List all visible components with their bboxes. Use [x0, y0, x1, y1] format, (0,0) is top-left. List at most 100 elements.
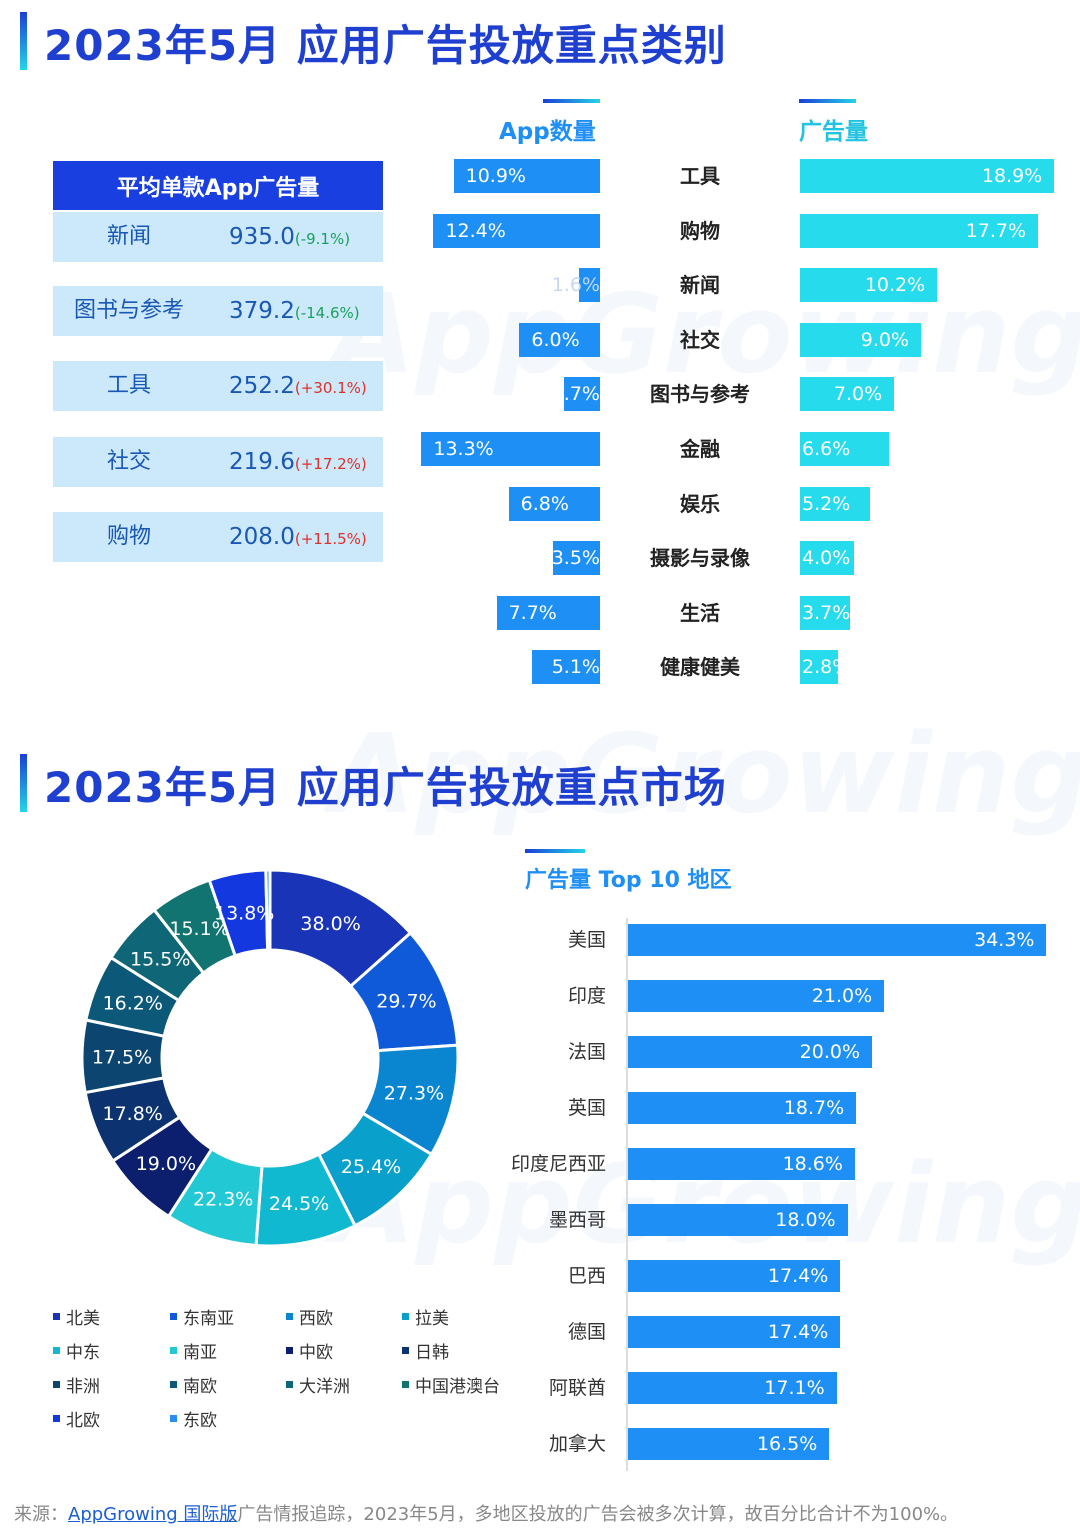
region-label: 美国	[567, 929, 606, 951]
legend-item: 非洲	[53, 1372, 100, 1397]
donut-slice-label: 22.3%	[193, 1188, 253, 1210]
section-accent-bar	[20, 754, 27, 812]
legend-swatch	[402, 1347, 409, 1354]
watermark: AppGrowing	[330, 270, 1080, 398]
section-title-markets: 2023年5月 应用广告投放重点市场	[44, 763, 727, 812]
avg-ad-table-header: 平均单款App广告量	[53, 161, 383, 210]
app-count-bar	[563, 377, 600, 411]
region-value-label: 18.6%	[782, 1153, 843, 1175]
donut-slice-label: 24.5%	[269, 1193, 329, 1215]
legend-item: 中东	[53, 1338, 100, 1363]
category-label: 购物	[680, 219, 720, 243]
legend-label: 北欧	[66, 1411, 100, 1431]
app-count-bar	[433, 214, 600, 248]
category-label: 摄影与录像	[650, 546, 750, 570]
category-label: 生活	[680, 601, 720, 625]
ad-volume-bar	[800, 541, 854, 575]
top10-header-line	[525, 849, 585, 853]
legend-item: 南亚	[170, 1338, 217, 1363]
region-value-label: 21.0%	[811, 985, 873, 1007]
donut-slice-label: 16.2%	[103, 993, 163, 1015]
app-count-label: 13.3%	[433, 438, 494, 460]
ad-volume-label: 2.8%	[802, 656, 851, 678]
avg-table-row: 图书与参考 379.2(-14.6%)	[53, 286, 383, 336]
legend-label: 南亚	[183, 1343, 217, 1363]
legend-swatch	[170, 1313, 177, 1320]
app-count-label: 2.7%	[551, 383, 600, 405]
app-count-label: 3.5%	[551, 547, 600, 569]
region-value-label: 18.0%	[775, 1209, 836, 1231]
ad-volume-bar	[800, 487, 870, 521]
footer-note: 广告情报追踪，2023年5月，多地区投放的广告会被多次计算，故百分比合计不为10…	[237, 1504, 959, 1525]
legend-item: 拉美	[402, 1304, 449, 1329]
avg-row-category: 购物	[106, 524, 151, 549]
app-count-label: 5.1%	[551, 656, 600, 678]
app-count-label: 6.0%	[531, 329, 580, 351]
legend-label: 拉美	[415, 1309, 449, 1329]
legend-label: 中东	[66, 1343, 100, 1363]
legend-label: 东南亚	[183, 1309, 234, 1329]
ad-volume-bar	[800, 214, 1039, 248]
region-bar	[628, 1036, 872, 1068]
legend-swatch	[286, 1381, 293, 1388]
avg-row-value: 219.6(+17.2%)	[229, 449, 367, 475]
legend-item: 北美	[53, 1304, 100, 1329]
section-title-categories: 2023年5月 应用广告投放重点类别	[44, 21, 727, 70]
region-bar	[628, 1148, 855, 1180]
donut-slice-label: 17.8%	[103, 1103, 163, 1125]
category-label: 娱乐	[680, 492, 720, 516]
donut-slice-label: 15.1%	[169, 918, 229, 940]
legend-label: 南欧	[183, 1377, 217, 1397]
donut-slice-label: 38.0%	[300, 913, 360, 935]
region-label: 印度	[567, 985, 606, 1007]
region-bar	[628, 1204, 848, 1236]
ad-volume-bar	[800, 268, 938, 302]
ad-volume-bar	[800, 432, 889, 466]
avg-row-change: (+17.2%)	[294, 455, 367, 473]
region-bar	[628, 1428, 830, 1460]
category-label: 工具	[680, 164, 720, 188]
ad-volume-label: 10.2%	[864, 274, 926, 296]
appgrowing-link[interactable]: AppGrowing 国际版	[68, 1504, 238, 1525]
category-label: 健康健美	[660, 655, 740, 679]
avg-row-category: 工具	[106, 373, 151, 398]
category-label: 金融	[680, 437, 720, 461]
region-bar	[628, 1316, 841, 1348]
app-count-header: App数量	[499, 119, 596, 145]
ad-volume-header: 广告量	[799, 119, 868, 145]
ad-volume-label: 7.0%	[833, 383, 883, 405]
region-value-label: 20.0%	[799, 1041, 860, 1063]
donut-slice-label: 17.5%	[92, 1047, 152, 1069]
region-value-label: 17.4%	[767, 1321, 829, 1343]
region-value-label: 17.4%	[767, 1265, 829, 1287]
legend-label: 中欧	[299, 1343, 333, 1363]
region-label: 德国	[567, 1321, 606, 1343]
app-count-label: 10.9%	[465, 165, 526, 187]
app-count-header-line	[543, 99, 600, 103]
legend-item: 东欧	[170, 1406, 217, 1431]
donut-slice-label: 19.0%	[136, 1153, 196, 1175]
region-donut-chart: 38.0% 29.7% 27.3% 25.4% 24.5% 22.3% 19.0% 17.8%…	[80, 868, 460, 1248]
app-count-label: 6.8%	[520, 493, 569, 515]
donut-slice-label: 25.4%	[341, 1156, 401, 1178]
category-label: 社交	[680, 328, 720, 352]
legend-label: 北美	[66, 1309, 100, 1329]
legend-item: 大洋洲	[286, 1372, 350, 1397]
legend-swatch	[53, 1347, 60, 1354]
legend-label: 西欧	[299, 1309, 333, 1329]
top10-chart-title: 广告量 Top 10 地区	[525, 868, 732, 893]
legend-item: 中国港澳台	[402, 1372, 500, 1397]
legend-swatch	[53, 1415, 60, 1422]
avg-table-row: 工具 252.2(+30.1%)	[53, 361, 383, 411]
ad-volume-bar	[800, 377, 895, 411]
legend-swatch	[402, 1381, 409, 1388]
app-count-label: 12.4%	[445, 220, 506, 242]
legend-item: 西欧	[286, 1304, 333, 1329]
donut-slice-label: 29.7%	[376, 991, 436, 1013]
donut-slice-label: 13.8%	[214, 902, 274, 924]
app-count-bar	[578, 268, 600, 302]
avg-table-row: 购物 208.0(+11.5%)	[53, 512, 383, 562]
legend-item: 南欧	[170, 1372, 217, 1397]
legend-label: 日韩	[415, 1343, 449, 1363]
legend-label: 东欧	[183, 1411, 217, 1431]
